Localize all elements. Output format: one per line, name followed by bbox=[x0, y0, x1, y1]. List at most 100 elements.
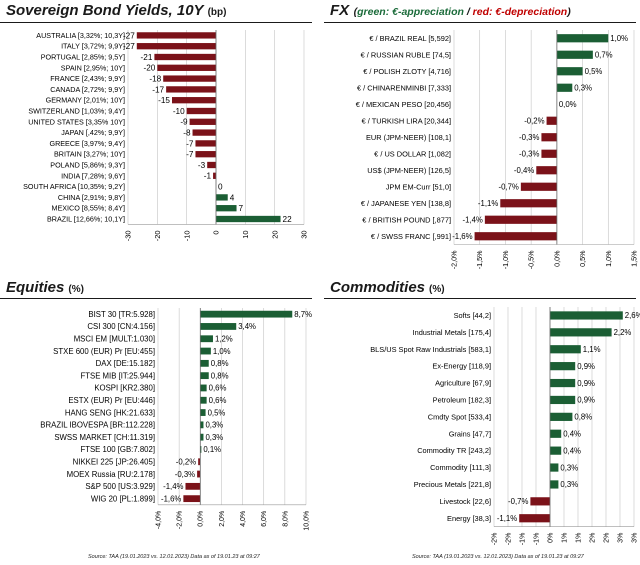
bar bbox=[550, 328, 612, 337]
commodities-chart: Softs [44,2] 2,6% Industrial Metals [175,4… bbox=[370, 307, 640, 545]
bar bbox=[550, 345, 581, 354]
category-label: POLAND [5,86%; 9,3Y] bbox=[50, 161, 125, 170]
data-label: 0,3% bbox=[560, 463, 578, 472]
data-label: 0,3% bbox=[205, 433, 223, 442]
category-label: GREECE [3,97%; 9,4Y] bbox=[49, 139, 125, 148]
bar bbox=[154, 53, 216, 61]
bar bbox=[519, 514, 550, 523]
data-label: -1,1% bbox=[478, 199, 498, 208]
category-label: HANG SENG [HK:21.633] bbox=[65, 408, 155, 417]
bar bbox=[216, 194, 228, 201]
bar bbox=[541, 149, 557, 158]
bar bbox=[189, 118, 216, 125]
bar bbox=[556, 67, 583, 76]
equities-chart: BIST 30 [TR:5.928] 8,7% CSI 300 [CN:4.156]… bbox=[40, 308, 312, 531]
data-label: 4 bbox=[230, 193, 235, 202]
bonds-title-rule bbox=[0, 22, 312, 23]
category-label: MEXICO [8,55%; 8,4Y] bbox=[51, 204, 125, 213]
category-label: Grains [47,7] bbox=[449, 429, 491, 438]
data-label: -1,4% bbox=[462, 215, 482, 224]
data-label: -8 bbox=[183, 128, 191, 137]
bar bbox=[195, 151, 216, 158]
data-label: 7 bbox=[239, 204, 244, 213]
category-label: Industrial Metals [175,4] bbox=[413, 328, 491, 337]
data-label: 0,3% bbox=[205, 421, 223, 430]
tick-label: 3% bbox=[631, 533, 638, 543]
data-label: 0,0% bbox=[559, 100, 577, 109]
bar bbox=[183, 495, 201, 503]
bar bbox=[556, 34, 609, 43]
data-label: 8,7% bbox=[294, 310, 312, 319]
category-label: BIST 30 [TR:5.928] bbox=[88, 310, 155, 319]
data-label: 3,4% bbox=[238, 322, 256, 331]
category-label: Livestock [22,6] bbox=[440, 497, 491, 506]
category-label: € / TURKISH LIRA [20,344] bbox=[362, 116, 451, 125]
category-label: S&P 500 [US:3.929] bbox=[85, 482, 155, 491]
data-label: 0,6% bbox=[209, 396, 227, 405]
category-label: NIKKEI 225 [JP:26.405] bbox=[73, 457, 155, 466]
data-label: 0,9% bbox=[577, 396, 595, 405]
category-label: € / SWSS FRANC [,991] bbox=[371, 232, 451, 241]
category-label: € / US DOLLAR [1,082] bbox=[374, 149, 451, 158]
bar bbox=[550, 362, 576, 371]
data-label: 22 bbox=[283, 215, 293, 224]
category-label: CANADA [2,72%; 9,9Y] bbox=[50, 85, 125, 94]
bar bbox=[136, 32, 216, 39]
data-label: -0,4% bbox=[514, 166, 534, 175]
category-label: INDIA [7,28%; 9,6Y] bbox=[61, 171, 125, 180]
bar bbox=[136, 43, 216, 50]
data-label: -1,6% bbox=[161, 494, 181, 503]
bar bbox=[550, 311, 623, 320]
bar bbox=[200, 323, 237, 330]
bar bbox=[200, 396, 207, 404]
fx-title-rule bbox=[324, 22, 636, 23]
category-label: Precious Metals [221,8] bbox=[414, 480, 491, 489]
bar bbox=[200, 446, 202, 453]
bar bbox=[200, 359, 209, 367]
tick-label: 0% bbox=[547, 533, 554, 543]
data-label: -21 bbox=[141, 53, 153, 62]
equities-title-text: Equities bbox=[6, 279, 65, 296]
category-label: BRAZIL IBOVESPA [BR:112.228] bbox=[40, 421, 155, 430]
data-label: -1,4% bbox=[163, 482, 183, 491]
category-label: DAX [DE:15.182] bbox=[96, 359, 155, 368]
category-label: BLS/US Spot Raw Industrials [583,1] bbox=[370, 345, 491, 354]
data-label: 0,6% bbox=[209, 384, 227, 393]
data-label: 0,8% bbox=[211, 371, 229, 380]
fx-legend: (green: €-appreciation / red: €-deprecia… bbox=[354, 6, 571, 18]
bar bbox=[556, 83, 573, 92]
bar bbox=[195, 140, 216, 147]
fx-title: FX (green: €-appreciation / red: €-depre… bbox=[330, 2, 571, 20]
category-label: JAPAN [,42%; 9,9Y] bbox=[61, 128, 125, 137]
data-label: 0,9% bbox=[577, 362, 595, 371]
data-label: 0,5% bbox=[585, 67, 603, 76]
bar bbox=[520, 182, 557, 191]
bar bbox=[157, 64, 216, 71]
tick-label: -2,0% bbox=[177, 511, 184, 529]
bar bbox=[541, 133, 557, 142]
data-label: 0,9% bbox=[577, 379, 595, 388]
data-label: 2,6% bbox=[625, 311, 640, 320]
data-label: 0 bbox=[218, 182, 223, 191]
bar bbox=[536, 166, 557, 175]
data-label: 1,0% bbox=[213, 347, 231, 356]
tick-label: -20 bbox=[153, 230, 162, 241]
data-label: -0,7% bbox=[498, 182, 518, 191]
data-label: -20 bbox=[143, 64, 155, 73]
category-label: Softs [44,2] bbox=[454, 311, 491, 320]
data-label: -0,3% bbox=[519, 133, 539, 142]
commodities-title: Commodities (%) bbox=[330, 279, 445, 297]
bar bbox=[213, 172, 216, 179]
data-label: 2,2% bbox=[614, 328, 632, 337]
bar bbox=[166, 86, 216, 93]
category-label: SWSS MARKET [CH:11.319] bbox=[54, 433, 155, 442]
data-label: -17 bbox=[152, 85, 164, 94]
category-label: CSI 300 [CN:4.156] bbox=[87, 322, 155, 331]
data-label: -27 bbox=[123, 42, 135, 51]
bar bbox=[546, 116, 557, 125]
category-label: BRITAIN [3,27%; 10Y] bbox=[54, 150, 125, 159]
category-label: JPM EM-Curr [51,0] bbox=[386, 182, 451, 191]
tick-label: -2% bbox=[505, 533, 512, 545]
bar bbox=[200, 433, 204, 441]
tick-label: 10 bbox=[241, 230, 250, 238]
